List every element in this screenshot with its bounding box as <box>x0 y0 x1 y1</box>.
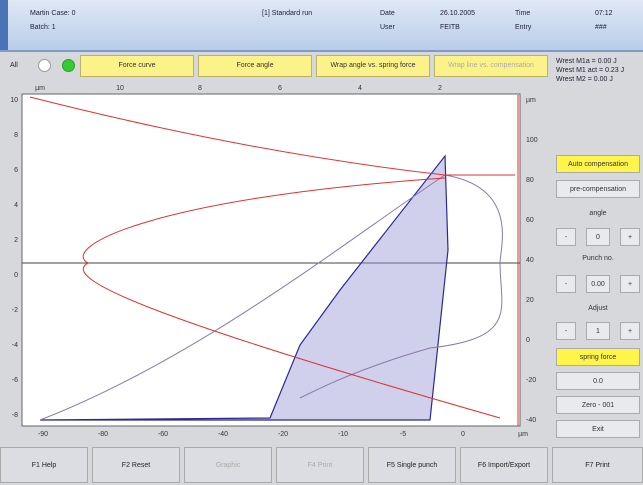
zero[interactable]: Zero - 001 <box>556 396 640 414</box>
tick-label: µm <box>526 97 536 104</box>
label: Punch no. <box>582 255 614 262</box>
tick-label: 10 <box>116 85 124 92</box>
plus[interactable]: + <box>620 322 640 340</box>
tick-label: -20 <box>278 431 288 438</box>
tick-label: 6 <box>278 85 282 92</box>
tick-label: 4 <box>14 202 18 209</box>
toolbar-button[interactable]: Force angle <box>198 55 312 77</box>
tick-label: -90 <box>38 431 48 438</box>
minus[interactable]: - <box>556 228 576 246</box>
function-key[interactable]: F5 Single punch <box>368 447 456 483</box>
batch: Batch: 1 <box>30 24 56 31</box>
info-line: Wrest M1a = 0.00 J <box>556 58 617 65</box>
tick-label: 2 <box>438 85 442 92</box>
tick-label: 60 <box>526 217 534 224</box>
tick-label: 2 <box>14 237 18 244</box>
plus[interactable]: + <box>620 275 640 293</box>
info-line: Wrest M2 = 0.00 J <box>556 76 613 83</box>
tick-label: 8 <box>14 132 18 139</box>
case: Martin Case: 0 <box>30 10 76 17</box>
function-key[interactable]: F4 Print <box>276 447 364 483</box>
tick-label: 100 <box>526 137 538 144</box>
spring-force[interactable]: spring force <box>556 348 640 366</box>
value: 0 <box>586 228 610 246</box>
toolbar-button[interactable]: Force curve <box>80 55 194 77</box>
plus[interactable]: + <box>620 228 640 246</box>
tick-label: -8 <box>12 412 18 419</box>
tick-label: 10 <box>10 97 18 104</box>
entry: ### <box>595 24 607 31</box>
toolbar-button[interactable]: Wrap angle vs. spring force <box>316 55 430 77</box>
tick-label: µm <box>518 431 528 438</box>
spring-value: 0.0 <box>556 372 640 390</box>
tick-label: -2 <box>12 307 18 314</box>
tick-label: -80 <box>98 431 108 438</box>
label: angle <box>589 210 607 217</box>
tick-label: 6 <box>14 167 18 174</box>
tick-label: -20 <box>526 377 536 384</box>
minus[interactable]: - <box>556 275 576 293</box>
function-key[interactable]: F1 Help <box>0 447 88 483</box>
function-key[interactable]: Graphic <box>184 447 272 483</box>
tick-label: -60 <box>158 431 168 438</box>
curve <box>82 177 501 419</box>
function-key[interactable]: F7 Print <box>552 447 643 483</box>
date: 26.10.2005 <box>440 10 476 17</box>
function-key[interactable]: F6 Import/Export <box>460 447 548 483</box>
tick-label: 0 <box>461 431 465 438</box>
run: [1] Standard run <box>262 10 313 17</box>
info-line: Wrest M1 act = 0.23 J <box>556 67 625 74</box>
tick-label: 80 <box>526 177 534 184</box>
tick-label: -40 <box>218 431 228 438</box>
radio[interactable] <box>38 59 51 72</box>
toolbar-button[interactable]: Wrap line vs. compensation <box>434 55 548 77</box>
pre-compensation[interactable]: pre-compensation <box>556 180 640 198</box>
tick-label: -6 <box>12 377 18 384</box>
auto-compensation[interactable]: Auto compensation <box>556 155 640 173</box>
header <box>0 0 643 52</box>
all-label: All <box>10 62 18 69</box>
tick-label: -5 <box>400 431 406 438</box>
curve <box>39 174 503 421</box>
tick-label: -40 <box>526 417 536 424</box>
date-label: Date <box>380 10 395 17</box>
time-label: Time <box>515 10 531 17</box>
exit[interactable]: Exit <box>556 420 640 438</box>
function-key[interactable]: F2 Reset <box>92 447 180 483</box>
tick-label: 40 <box>526 257 534 264</box>
tick-label: 0 <box>14 272 18 279</box>
user: FEITB <box>440 24 460 31</box>
tick-label: -4 <box>12 342 18 349</box>
tick-label: 4 <box>358 85 362 92</box>
value: 0.00 <box>586 275 610 293</box>
radio[interactable] <box>62 59 75 72</box>
entry-label: Entry <box>515 24 532 31</box>
label: Adjust <box>588 305 608 312</box>
time: 07:12 <box>595 10 613 17</box>
tick-label: 8 <box>198 85 202 92</box>
curve <box>29 95 519 426</box>
tick-label: 20 <box>526 297 534 304</box>
minus[interactable]: - <box>556 322 576 340</box>
tick-label: -10 <box>338 431 348 438</box>
user-label: User <box>380 24 395 31</box>
value: 1 <box>586 322 610 340</box>
hatched-area <box>39 154 449 421</box>
tick-label: 0 <box>526 337 530 344</box>
tick-label: µm <box>35 85 45 92</box>
